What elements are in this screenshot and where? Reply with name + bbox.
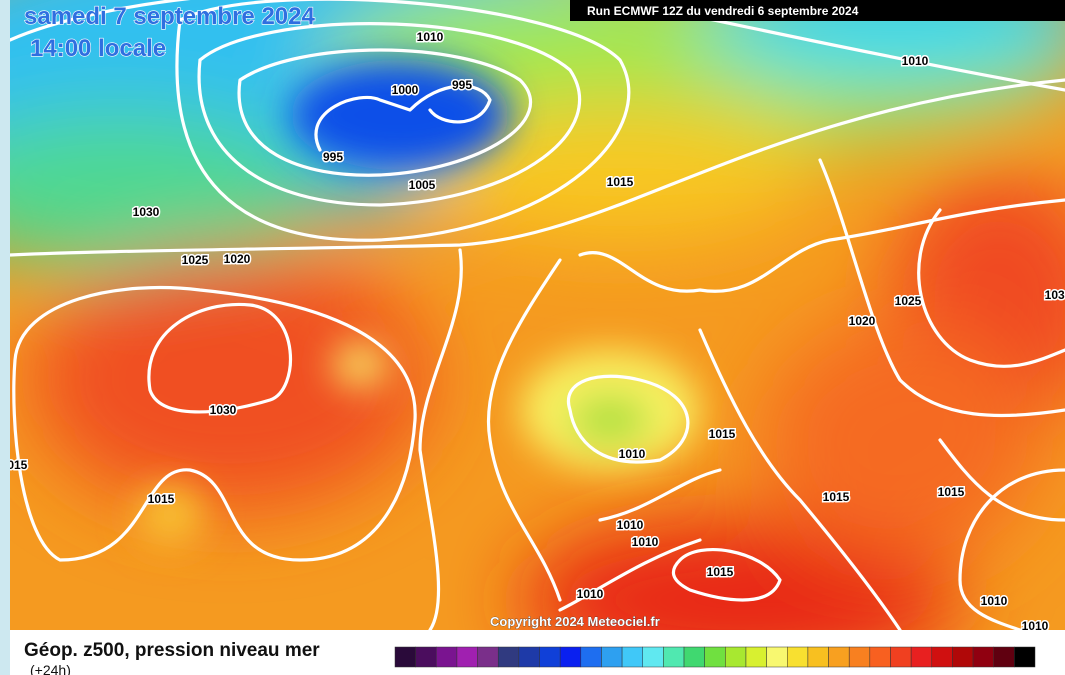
- isobar-label: 995: [452, 78, 472, 92]
- color-swatch: [456, 646, 478, 668]
- color-swatch: [787, 646, 809, 668]
- color-swatch: [539, 646, 561, 668]
- legend-subtitle: (+24h): [30, 662, 71, 675]
- isobar-label: 1015: [709, 427, 736, 441]
- isobar-label: 1010: [981, 594, 1008, 608]
- run-info: Run ECMWF 12Z du vendredi 6 septembre 20…: [587, 4, 859, 18]
- color-swatch: [601, 646, 623, 668]
- color-swatch: [725, 646, 747, 668]
- isobar-label: 1010: [1022, 619, 1049, 633]
- isobar-label: 1015: [707, 565, 734, 579]
- isobar-label: 1015: [1, 458, 28, 472]
- color-swatch: [683, 646, 705, 668]
- color-swatch: [952, 646, 974, 668]
- color-swatch: [518, 646, 540, 668]
- isobars: [10, 0, 1065, 630]
- color-swatch: [1014, 646, 1036, 668]
- color-swatch: [993, 646, 1015, 668]
- color-swatch: [931, 646, 953, 668]
- isobar-label: 1020: [849, 314, 876, 328]
- color-swatch: [828, 646, 850, 668]
- isobar-label: 1025: [182, 253, 209, 267]
- color-swatch: [807, 646, 829, 668]
- color-swatch: [890, 646, 912, 668]
- isobar-label: 1010: [619, 447, 646, 461]
- color-swatch: [415, 646, 437, 668]
- isobar-label: 1010: [417, 30, 444, 44]
- side-border: [0, 0, 10, 675]
- color-swatch: [704, 646, 726, 668]
- isobar-label: 1030: [1045, 288, 1065, 302]
- isobar-label: 1010: [902, 54, 929, 68]
- color-swatch: [477, 646, 499, 668]
- color-swatch: [848, 646, 871, 668]
- color-swatch: [745, 646, 767, 668]
- color-swatch: [642, 646, 664, 668]
- color-swatch: [394, 646, 416, 668]
- isobar-label: 1005: [409, 178, 436, 192]
- legend-title: Géop. z500, pression niveau mer: [24, 640, 320, 661]
- color-swatch: [621, 646, 643, 668]
- color-swatch: [910, 646, 933, 668]
- isobar-label: 1015: [607, 175, 634, 189]
- copyright: Copyright 2024 Meteociel.fr: [490, 614, 660, 629]
- isobar-labels: 1010 1000 995 995 1005 1015 1010 1030 10…: [1, 29, 1065, 633]
- color-scale: [394, 646, 1036, 668]
- isobar-label: 1010: [632, 535, 659, 549]
- isobar-label: 1015: [938, 485, 965, 499]
- color-swatch: [559, 646, 582, 668]
- run-bar: [570, 0, 1065, 21]
- isobar-label: 1030: [210, 403, 237, 417]
- date-title: samedi 7 septembre 2024: [24, 3, 315, 30]
- color-swatch: [972, 646, 994, 668]
- isobar-label: 1020: [224, 252, 251, 266]
- color-swatch: [869, 646, 891, 668]
- isobar-label: 995: [323, 150, 343, 164]
- isobar-label: 1030: [133, 205, 160, 219]
- color-swatch: [663, 646, 685, 668]
- color-swatch: [497, 646, 520, 668]
- isobar-label: 1010: [577, 587, 604, 601]
- isobar-label: 1015: [148, 492, 175, 506]
- isobar-label: 1015: [823, 490, 850, 504]
- color-swatch: [436, 646, 458, 668]
- color-swatch: [580, 646, 602, 668]
- time-title: 14:00 locale: [30, 35, 166, 62]
- color-swatch: [766, 646, 788, 668]
- isobar-label: 1010: [617, 518, 644, 532]
- isobar-label: 1025: [895, 294, 922, 308]
- isobar-label: 1000: [392, 83, 419, 97]
